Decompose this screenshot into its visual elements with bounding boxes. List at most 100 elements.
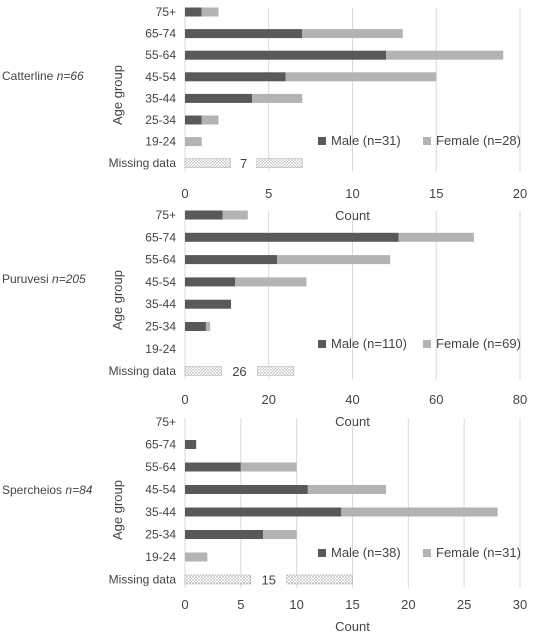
y-tick-label: 35-44 — [145, 91, 176, 105]
y-tick-label: Missing data — [109, 156, 177, 170]
y-axis-title: Age group — [110, 480, 125, 540]
chart-panel-spercheios: 0 5 10 15 20 25 30 75+ 65-74 55-64 45-54 35-44 25-34… — [2, 415, 527, 634]
bar-female — [263, 530, 297, 539]
y-tick-label: 25-34 — [145, 113, 176, 127]
y-tick-label: 35-44 — [145, 297, 176, 311]
legend-swatch-female — [423, 137, 431, 145]
bar-male — [185, 255, 278, 265]
x-tick-label: 15 — [345, 597, 359, 612]
bar-male — [185, 210, 223, 220]
legend-label-female: Female (n=28) — [436, 133, 521, 148]
bar-female — [277, 255, 391, 265]
legend-label-female: Female (n=31) — [436, 545, 521, 560]
site-name: Puruvesi — [2, 272, 49, 286]
x-tick-label: 10 — [345, 186, 359, 201]
x-tick-label: 15 — [429, 186, 443, 201]
bar-male — [185, 440, 197, 449]
missing-data-label: 7 — [240, 156, 247, 171]
x-tick-label: 0 — [181, 392, 188, 407]
y-tick-label: 75+ — [156, 415, 176, 429]
y-tick-label: 45-54 — [145, 70, 176, 84]
bar-female — [201, 115, 219, 125]
bar-female — [398, 232, 474, 242]
bar-female — [235, 277, 307, 287]
y-tick-label: 65-74 — [145, 27, 176, 41]
bar-female — [307, 485, 386, 494]
bar-male — [185, 29, 303, 39]
site-title: Puruvesi n=205 — [2, 272, 86, 286]
bar-missing — [257, 366, 295, 376]
y-axis-title: Age group — [110, 65, 125, 125]
site-n: n=84 — [65, 483, 92, 497]
bar-female — [302, 29, 403, 39]
bar-male — [185, 322, 206, 331]
x-tick-label: 5 — [265, 186, 272, 201]
x-tick-label: 0 — [181, 186, 188, 201]
x-axis-title: Count — [335, 619, 370, 634]
site-name: Spercheios — [2, 483, 62, 497]
legend-swatch-male — [318, 549, 326, 557]
y-tick-label: 75+ — [156, 5, 176, 19]
bar-male — [185, 277, 236, 287]
x-tick-label: 5 — [237, 597, 244, 612]
bar-female — [185, 137, 202, 147]
bar-male — [185, 7, 202, 17]
y-tick-label: 75+ — [156, 208, 176, 222]
y-tick-label: 19-24 — [145, 135, 176, 149]
x-tick-label: 20 — [401, 597, 415, 612]
bar-female — [205, 322, 211, 331]
y-tick-label: 25-34 — [145, 320, 176, 334]
legend-label-male: Male (n=110) — [331, 336, 407, 351]
bar-missing — [184, 574, 251, 585]
bar-female — [185, 552, 208, 562]
legend-label-female: Female (n=69) — [436, 336, 521, 351]
y-tick-label: Missing data — [109, 573, 177, 587]
legend-label-male: Male (n=38) — [331, 545, 401, 560]
missing-data-label: 15 — [262, 573, 276, 588]
y-tick-label: 45-54 — [145, 275, 176, 289]
y-tick-label: 65-74 — [145, 438, 176, 452]
bar-male — [185, 530, 264, 539]
site-n: n=66 — [57, 69, 84, 83]
x-tick-label: 25 — [457, 597, 471, 612]
bar-female — [285, 72, 437, 82]
y-tick-label: 55-64 — [145, 460, 176, 474]
bar-male — [185, 462, 241, 472]
x-tick-label: 20 — [262, 392, 276, 407]
bar-male — [185, 72, 286, 82]
bar-male — [185, 485, 308, 494]
bar-missing — [286, 574, 353, 585]
y-tick-label: 55-64 — [145, 48, 176, 62]
y-tick-label: 65-74 — [145, 230, 176, 244]
x-tick-label: 10 — [289, 597, 303, 612]
bar-male — [185, 50, 386, 60]
x-tick-label: 0 — [181, 597, 188, 612]
legend-swatch-male — [318, 340, 326, 348]
x-tick-label: 80 — [513, 392, 527, 407]
bar-female — [252, 93, 303, 103]
legend-label-male: Male (n=31) — [331, 133, 401, 148]
y-tick-label: 35-44 — [145, 505, 176, 519]
bar-female — [240, 462, 297, 472]
chart-panel-catterline: 0 5 10 15 20 75+ 65-74 55-64 45-54 35-44 25-34 19-2… — [2, 5, 527, 223]
bar-missing — [184, 158, 231, 168]
bar-male — [185, 299, 232, 309]
x-tick-label: 60 — [429, 392, 443, 407]
legend-swatch-female — [423, 340, 431, 348]
x-tick-label: 30 — [513, 597, 527, 612]
legend-swatch-female — [423, 549, 431, 557]
bar-male — [185, 93, 252, 103]
y-tick-label: 25-34 — [145, 528, 176, 542]
x-tick-label: 20 — [513, 186, 527, 201]
site-name: Catterline — [2, 69, 54, 83]
y-tick-label: 19-24 — [145, 342, 176, 356]
bar-male — [185, 232, 399, 242]
bar-female — [201, 7, 219, 17]
y-tick-label: 45-54 — [145, 483, 176, 497]
bar-female — [222, 210, 248, 220]
bar-male — [185, 507, 342, 517]
y-tick-label: Missing data — [109, 364, 177, 378]
bar-missing — [256, 158, 303, 168]
chart-panel-puruvesi: 0 20 40 60 80 75+ 65-74 55-64 45-54 35-44 25-34 19-… — [2, 208, 527, 429]
